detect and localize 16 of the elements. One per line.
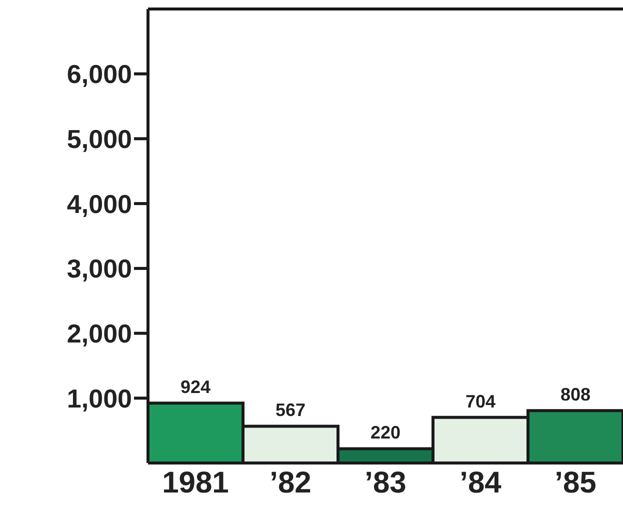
x-tick-label: ’83	[364, 466, 406, 500]
data-label: 924	[180, 377, 211, 398]
x-tick-label: ’85	[554, 466, 596, 500]
x-tick-label: ’84	[460, 466, 502, 500]
data-label: 704	[465, 391, 496, 412]
y-tick-label: 3,000	[66, 254, 132, 284]
data-label: 808	[560, 384, 591, 405]
y-tick-label: 2,000	[66, 318, 132, 349]
y-tick-label: 1,000	[66, 383, 132, 414]
y-tick-label: 4,000	[66, 188, 132, 219]
data-label: 567	[275, 400, 306, 420]
x-tick-label: ’82	[270, 466, 312, 500]
data-label: 220	[370, 422, 401, 443]
x-tick-label: 1981	[162, 466, 229, 500]
y-tick-label: 5,000	[66, 124, 132, 154]
y-tick-label: 6,000	[66, 59, 132, 90]
